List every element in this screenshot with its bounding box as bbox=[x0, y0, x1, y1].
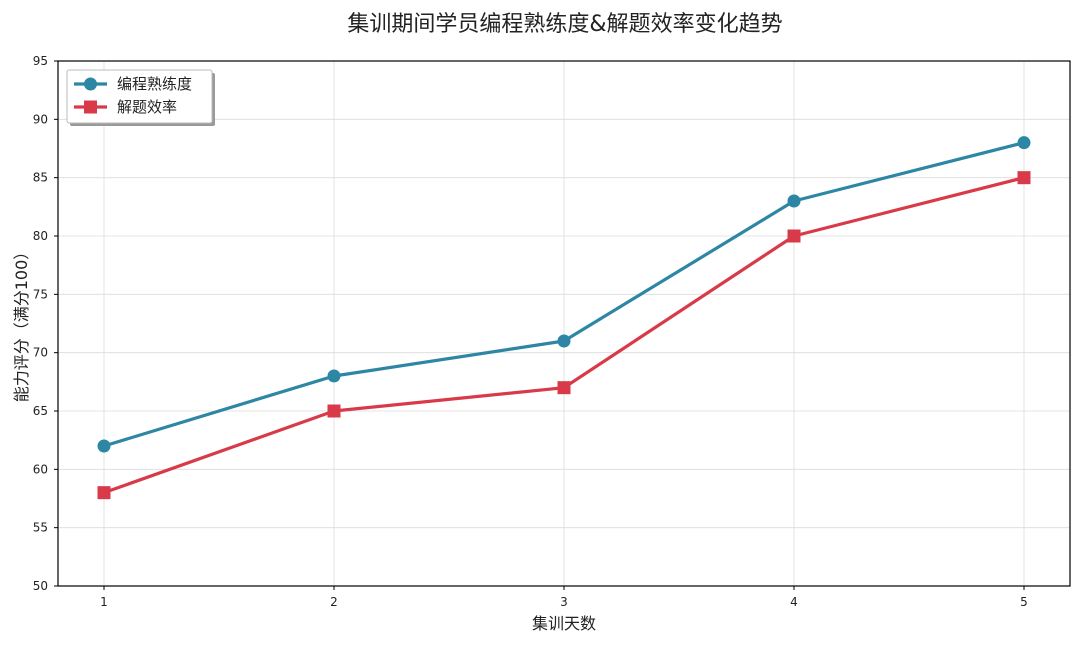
chart-title: 集训期间学员编程熟练度&解题效率变化趋势 bbox=[347, 12, 782, 37]
y-tick-label: 55 bbox=[33, 521, 48, 535]
y-tick-label: 70 bbox=[33, 346, 48, 360]
y-tick-label: 80 bbox=[33, 229, 48, 243]
x-tick-label: 4 bbox=[790, 595, 798, 609]
y-tick-label: 75 bbox=[33, 287, 48, 301]
data-series bbox=[97, 136, 1031, 500]
y-axis-label: 能力评分（满分100） bbox=[12, 244, 31, 403]
data-point-circle bbox=[1017, 136, 1031, 150]
x-axis-label: 集训天数 bbox=[532, 614, 596, 633]
legend-label: 解题效率 bbox=[117, 98, 177, 116]
data-point-square bbox=[557, 381, 571, 395]
series-1 bbox=[97, 136, 1031, 453]
data-point-circle bbox=[97, 439, 111, 453]
grid-lines bbox=[58, 60, 1070, 587]
y-tick-label: 85 bbox=[33, 171, 48, 185]
data-point-square bbox=[97, 486, 111, 500]
x-tick-label: 2 bbox=[330, 595, 338, 609]
data-point-circle bbox=[557, 334, 571, 348]
legend-marker-square bbox=[84, 100, 97, 114]
y-tick-label: 50 bbox=[33, 579, 48, 593]
series-2 bbox=[97, 171, 1031, 500]
x-tick-label: 1 bbox=[100, 595, 108, 609]
y-tick-label: 95 bbox=[33, 54, 48, 68]
data-point-circle bbox=[787, 194, 801, 208]
data-point-circle bbox=[327, 369, 341, 383]
data-point-square bbox=[787, 229, 801, 243]
data-point-square bbox=[327, 404, 341, 418]
x-tick-label: 5 bbox=[1020, 595, 1028, 609]
legend-marker-circle bbox=[84, 77, 97, 91]
y-axis-ticks: 50 55 60 65 70 75 80 85 90 95 bbox=[33, 54, 58, 593]
x-tick-label: 3 bbox=[560, 595, 568, 609]
y-tick-label: 90 bbox=[33, 112, 48, 126]
y-tick-label: 60 bbox=[33, 462, 48, 476]
legend-label: 编程熟练度 bbox=[117, 75, 192, 93]
y-tick-label: 65 bbox=[33, 404, 48, 418]
data-point-square bbox=[1017, 171, 1031, 185]
x-axis-ticks: 1 2 3 4 5 bbox=[100, 586, 1028, 609]
